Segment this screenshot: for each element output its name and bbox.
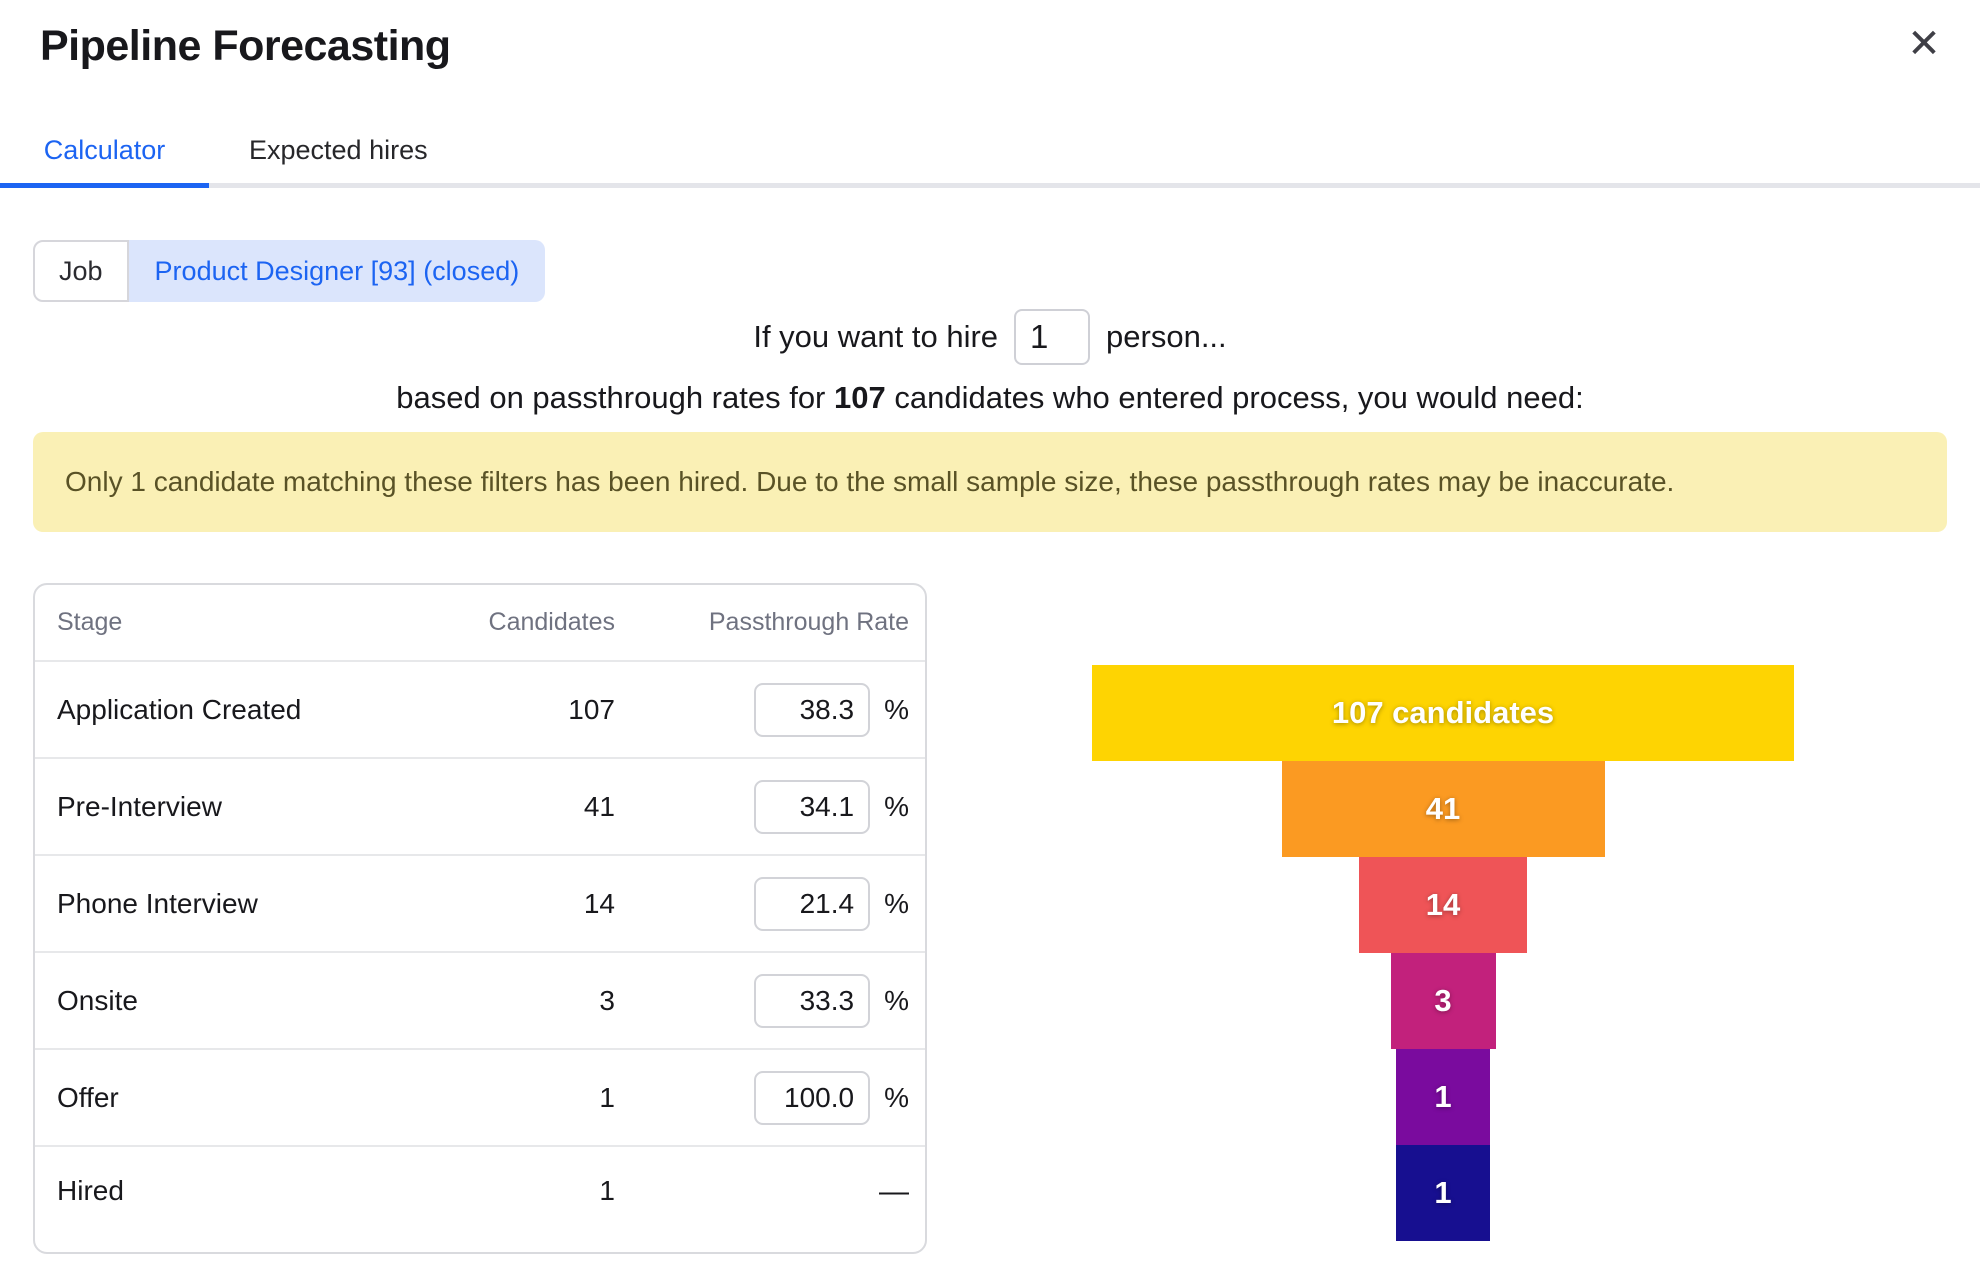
- passthrough-rate-input[interactable]: [754, 779, 871, 834]
- job-filter-value[interactable]: Product Designer [93] (closed): [128, 240, 546, 302]
- funnel-bar-application-created: 107 candidates: [1092, 665, 1794, 761]
- passthrough-rate-input[interactable]: [754, 973, 871, 1028]
- table-header-row: Stage Candidates Passthrough Rate: [35, 585, 925, 662]
- job-filter-pill: Job Product Designer [93] (closed): [33, 240, 546, 302]
- stage-name: Onsite: [57, 984, 138, 1016]
- stage-candidates: 107: [568, 693, 615, 725]
- stage-candidates: 1: [599, 1081, 615, 1113]
- stage-table: Stage Candidates Passthrough Rate Applic…: [33, 583, 927, 1254]
- tab-expected-hires[interactable]: Expected hires: [249, 135, 428, 165]
- tab-bar: Calculator Expected hires: [0, 118, 1980, 188]
- passthrough-rate-input[interactable]: [754, 682, 871, 737]
- stage-candidates: 14: [583, 887, 615, 919]
- stage-name: Pre-Interview: [57, 790, 222, 822]
- active-tab-indicator: [0, 183, 209, 188]
- stage-candidates: 41: [583, 790, 615, 822]
- pipeline-funnel-chart: 107 candidates 41 14 3 1 1: [1092, 665, 1794, 1241]
- table-row: Onsite 3 %: [35, 953, 925, 1050]
- stage-name: Phone Interview: [57, 887, 258, 919]
- hire-count-input[interactable]: [1014, 309, 1091, 365]
- stage-name: Hired: [57, 1175, 124, 1206]
- basis-before: based on passthrough rates for: [396, 380, 826, 415]
- table-row: Phone Interview 14 %: [35, 856, 925, 953]
- funnel-bar-pre-interview: 41: [1281, 761, 1605, 857]
- funnel-bar-phone-interview: 14: [1359, 857, 1527, 953]
- stage-name: Application Created: [57, 693, 302, 725]
- stage-name: Offer: [57, 1081, 119, 1113]
- hire-sentence-suffix: person...: [1106, 319, 1227, 354]
- funnel-bar-hired: 1: [1396, 1145, 1490, 1241]
- funnel-bar-onsite: 3: [1390, 953, 1496, 1049]
- close-icon[interactable]: ✕: [1896, 16, 1952, 72]
- tab-divider: [0, 183, 1980, 188]
- percent-sign: %: [884, 1081, 909, 1113]
- basis-after: candidates who entered process, you woul…: [894, 380, 1584, 415]
- table-row: Hired 1 —: [35, 1147, 925, 1252]
- hire-sentence-prefix: If you want to hire: [753, 319, 999, 354]
- table-row: Application Created 107 %: [35, 662, 925, 759]
- column-header-passthrough-rate: Passthrough Rate: [708, 608, 909, 636]
- basis-sentence: based on passthrough rates for 107 candi…: [0, 380, 1980, 416]
- funnel-bar-offer: 1: [1396, 1049, 1490, 1145]
- job-filter-label: Job: [33, 240, 129, 302]
- stage-candidates: 1: [599, 1175, 615, 1206]
- stage-candidates: 3: [599, 984, 615, 1016]
- percent-sign: %: [884, 984, 909, 1016]
- column-header-candidates: Candidates: [488, 608, 615, 636]
- percent-sign: %: [884, 693, 909, 725]
- passthrough-rate-input[interactable]: [754, 876, 871, 931]
- column-header-stage: Stage: [57, 608, 123, 636]
- tab-calculator[interactable]: Calculator: [43, 135, 166, 165]
- passthrough-rate-input[interactable]: [754, 1070, 871, 1125]
- no-rate-dash: —: [879, 1175, 909, 1208]
- page-title: Pipeline Forecasting: [40, 22, 451, 70]
- table-row: Offer 1 %: [35, 1050, 925, 1147]
- small-sample-warning: Only 1 candidate matching these filters …: [33, 432, 1947, 532]
- table-row: Pre-Interview 41 %: [35, 759, 925, 856]
- basis-count: 107: [834, 380, 886, 415]
- hire-sentence: If you want to hire person...: [0, 308, 1980, 366]
- percent-sign: %: [884, 790, 909, 822]
- percent-sign: %: [884, 887, 909, 919]
